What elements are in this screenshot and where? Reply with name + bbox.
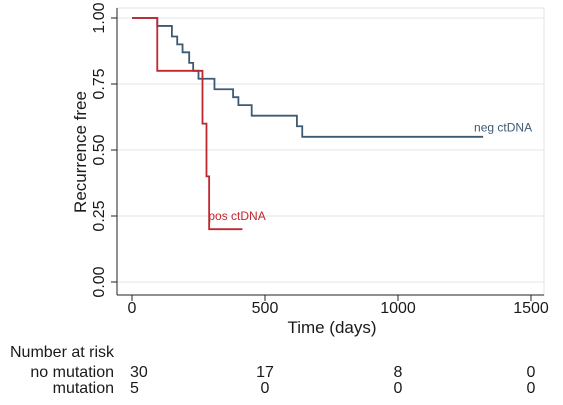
risk-table: Number at risk no mutation 30 17 8 0mutation… [10,344,536,397]
axis-ticks: 0.00 0.25 0.50 0.75 1.00 0 500 1000 1500 [91,2,549,317]
series-line [132,17,484,138]
risk-count: 0 [261,380,270,397]
x-tick-label: 1000 [380,300,416,317]
risk-row-label: mutation [53,380,114,397]
series-annotations: neg ctDNA pos ctDNA [208,121,532,223]
x-axis-title: Time (days) [287,318,376,337]
series-label: pos ctDNA [208,209,265,223]
y-axis-title: Recurrence free [71,91,90,213]
risk-count: 0 [527,364,536,381]
x-tick-label: 500 [252,300,279,317]
risk-count: 5 [130,380,139,397]
risk-table-title: Number at risk [10,344,115,361]
series-label: neg ctDNA [474,121,532,135]
risk-count: 30 [130,364,148,381]
series-line [132,17,243,231]
risk-count: 17 [256,364,274,381]
series-lines [132,17,484,231]
x-tick-label: 1500 [513,300,549,317]
grid-lines [117,17,544,283]
y-tick-label: 0.00 [91,266,108,297]
y-tick-label: 0.25 [91,200,108,231]
y-tick-label: 1.00 [91,2,108,33]
risk-count: 8 [394,364,403,381]
y-tick-label: 0.50 [91,134,108,165]
risk-row-label: no mutation [30,364,114,381]
x-tick-label: 0 [128,300,137,317]
risk-count: 0 [527,380,536,397]
y-tick-label: 0.75 [91,68,108,99]
risk-count: 0 [394,380,403,397]
plot-background [116,7,545,296]
